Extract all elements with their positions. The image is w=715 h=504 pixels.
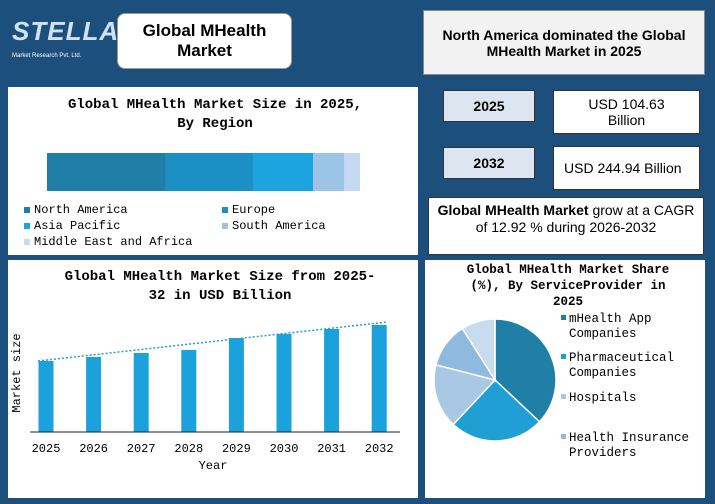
stat-value: USD 244.94 Billion <box>553 146 700 190</box>
stat-year: 2025 <box>443 90 535 122</box>
legend-label: North America <box>34 203 128 217</box>
x-tick-label: 2029 <box>222 442 251 456</box>
bar-panel <box>8 260 418 498</box>
legend-swatch <box>24 239 30 245</box>
legend-label: mHealth App Companies <box>569 312 652 341</box>
bar-segment <box>253 153 314 191</box>
bar <box>181 350 197 432</box>
legend-label: Asia Pacific <box>34 219 120 233</box>
legend-swatch <box>561 434 566 439</box>
legend-label: Hospitals <box>569 391 637 405</box>
x-tick-label: 2028 <box>174 442 203 456</box>
legend-label: South America <box>232 219 326 233</box>
legend-label: Europe <box>232 203 275 217</box>
bar <box>324 329 340 432</box>
x-tick-label: 2032 <box>365 442 394 456</box>
bar-segment <box>344 153 360 191</box>
x-tick-label: 2027 <box>127 442 156 456</box>
pie-slice <box>494 318 557 423</box>
chart-title: Global MHealth Market Share (%), By Serv… <box>466 263 670 309</box>
bar <box>133 353 149 432</box>
logo-tagline: Market Research Pvt. Ltd. <box>12 53 82 59</box>
bar <box>371 325 387 432</box>
bar <box>276 334 292 432</box>
cagr-text: grow at a CAGR of 12.92 % during 2026-20… <box>475 202 695 235</box>
x-axis-label: Year <box>199 459 228 473</box>
bar <box>86 357 102 432</box>
legend-label: Pharmaceutical Companies <box>569 351 675 380</box>
bar-segment <box>165 153 254 191</box>
x-tick-label: 2030 <box>270 442 299 456</box>
pie-slice <box>433 363 497 426</box>
bar-segment <box>313 153 345 191</box>
chart-title: Global MHealth Market Size from 2025-32 … <box>64 269 376 304</box>
bar <box>228 338 244 432</box>
pie-slice <box>461 318 496 383</box>
legend-swatch <box>222 207 228 213</box>
legend-swatch <box>561 315 566 320</box>
legend-swatch <box>222 223 228 229</box>
cagr-box: Global MHealth Market grow at a CAGR of … <box>428 197 704 255</box>
pie-slice <box>452 378 541 442</box>
stat-year: 2032 <box>443 147 535 179</box>
legend-swatch <box>24 207 30 213</box>
trend-line <box>37 321 388 362</box>
y-axis-label: Market size <box>10 333 24 412</box>
legend-label: Middle East and Africa <box>34 235 192 249</box>
stat-value: USD 104.63 Billion <box>553 90 700 134</box>
legend-swatch <box>561 354 566 359</box>
x-tick-label: 2031 <box>317 442 346 456</box>
legend-label: Health Insurance Providers <box>569 431 690 460</box>
bar-segment <box>47 153 166 191</box>
highlight: North America dominated the Global MHeal… <box>423 10 705 75</box>
main-title: Global MHealth Market <box>117 13 292 69</box>
bar <box>38 361 54 432</box>
legend-swatch <box>24 223 30 229</box>
cagr-bold: Global MHealth Market <box>437 202 589 218</box>
legend-swatch <box>561 394 566 399</box>
x-tick-label: 2026 <box>79 442 108 456</box>
x-tick-label: 2025 <box>32 442 61 456</box>
chart-title: Global MHealth Market Size in 2025, By R… <box>67 97 363 132</box>
